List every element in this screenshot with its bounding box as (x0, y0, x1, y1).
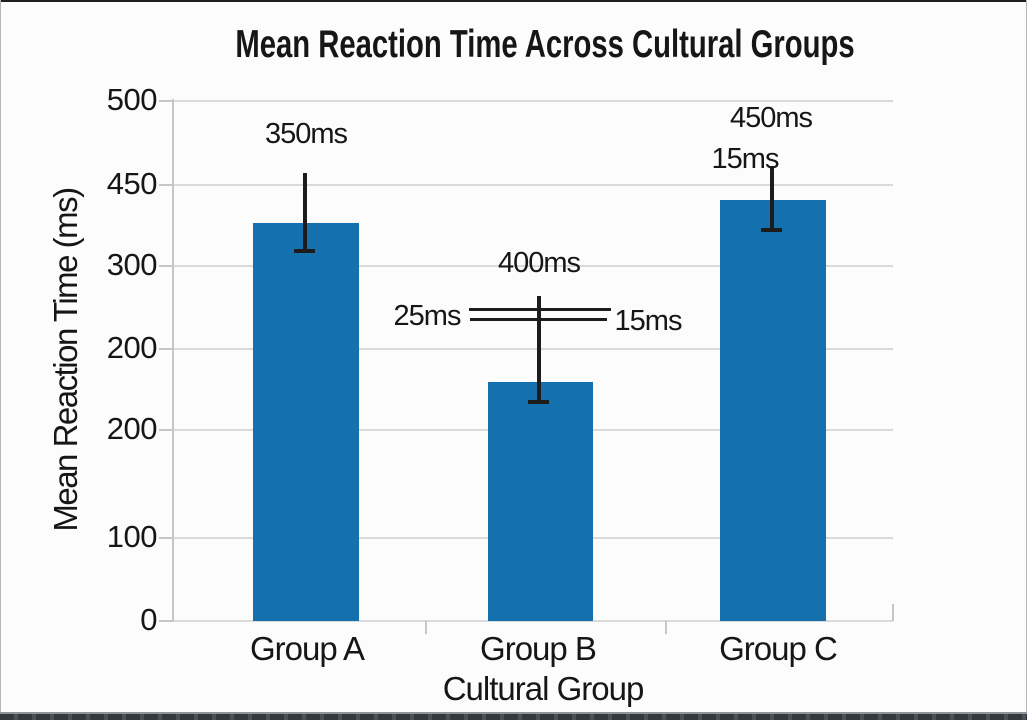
annotation-label: 15ms (614, 305, 683, 337)
y-tick-label: 200 (106, 330, 158, 365)
y-axis-line (172, 99, 174, 622)
bar-group-c (720, 200, 826, 621)
chart-title-text: Mean Reaction Time Across Cultural Group… (235, 23, 855, 66)
y-tick-label: 100 (106, 519, 158, 554)
x-axis-tick (425, 621, 427, 634)
y-axis-tick (159, 184, 173, 186)
y-tick-label: 200 (106, 411, 158, 446)
y-axis-tick (159, 429, 173, 431)
x-tick-label: Group B (480, 630, 597, 667)
bottom-line (0, 712, 1027, 714)
bar-group-a (253, 223, 359, 621)
right-spine-stub (892, 604, 894, 621)
gridline (173, 100, 893, 102)
error-bar-cap (294, 249, 315, 253)
error-bar-line (537, 296, 541, 403)
error-crossbar (469, 308, 611, 311)
error-crossbar (470, 318, 607, 321)
annotation-label: 25ms (393, 300, 462, 332)
x-axis-tick (665, 621, 667, 634)
error-bar-line (303, 173, 307, 252)
annotation-label: 15ms (711, 143, 780, 175)
left-edge (0, 0, 1, 720)
bottom-band (0, 714, 1027, 720)
y-tick-label: 450 (106, 166, 158, 201)
y-axis-tick (159, 348, 173, 350)
bar-group-b (488, 382, 593, 621)
y-axis-tick (159, 265, 173, 267)
y-axis-tick (159, 620, 173, 622)
top-edge (0, 0, 1027, 2)
error-bar-cap (761, 228, 782, 232)
y-axis-tick (159, 537, 173, 539)
gridline (173, 348, 893, 350)
error-bar-line (770, 166, 774, 231)
y-tick-label: 0 (140, 602, 157, 637)
x-tick-label: Group A (249, 630, 365, 667)
error-bar-cap (528, 400, 549, 404)
annotation-label: 450ms (729, 102, 813, 134)
y-axis-tick (159, 100, 173, 102)
annotation-label: 350ms (264, 118, 348, 150)
y-tick-label: 500 (106, 82, 158, 117)
chart-title: Mean Reaction Time Across Cultural Group… (132, 25, 958, 65)
annotation-label: 400ms (497, 247, 581, 279)
gridline (173, 265, 893, 267)
y-tick-label: 300 (106, 247, 158, 282)
x-tick-label: Group C (719, 630, 838, 667)
x-axis-title: Cultural Group (442, 670, 645, 707)
gridline (173, 620, 893, 622)
gridline (173, 184, 893, 186)
